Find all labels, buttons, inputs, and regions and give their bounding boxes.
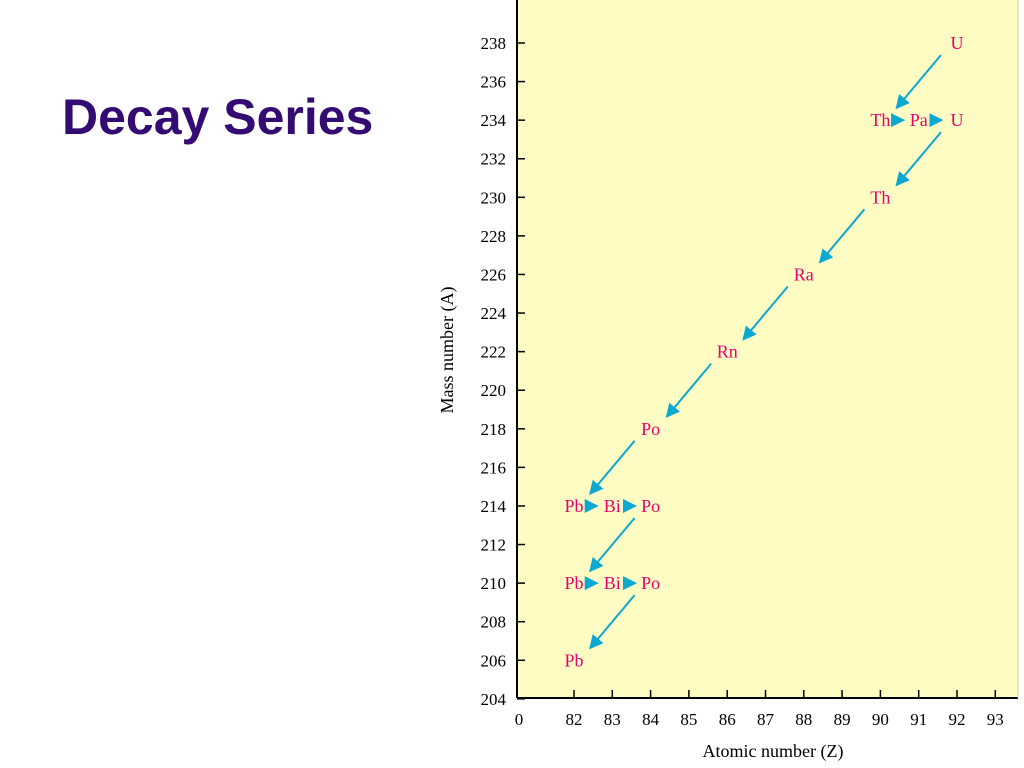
nuclide-label: Ra — [794, 264, 814, 284]
nuclide-label: Po — [641, 419, 660, 439]
alpha-decay-arrow — [589, 440, 636, 496]
nuclide-label: U — [951, 110, 964, 130]
y-tick-label: 220 — [481, 381, 507, 400]
x-tick-label: 92 — [949, 710, 966, 729]
x-tick-label: 83 — [604, 710, 621, 729]
x-tick-label: 88 — [795, 710, 812, 729]
nuclide-label: Bi — [604, 496, 621, 516]
y-tick-label: 232 — [481, 150, 507, 169]
y-tick-label: 234 — [481, 111, 507, 130]
y-tick-label: 228 — [481, 227, 507, 246]
y-tick-label: 222 — [481, 343, 507, 362]
alpha-decay-arrow — [895, 54, 942, 110]
nuclide-label: Th — [870, 110, 890, 130]
x-tick-label: 90 — [872, 710, 889, 729]
y-tick-label: 224 — [481, 304, 507, 323]
x-tick-label: 84 — [642, 710, 660, 729]
alpha-decay-arrow — [895, 131, 942, 187]
x-tick-label: 85 — [680, 710, 697, 729]
y-tick-label: 226 — [481, 265, 507, 284]
y-tick-label: 238 — [481, 34, 507, 53]
x-axis-ticks: 0 82 83 84 85 86 87 88 89 90 91 92 93 — [515, 690, 1004, 729]
alpha-decay-arrow — [742, 285, 789, 341]
nuclide-labels: U Th Pa U Th Ra Rn Po Pb Bi Po Pb Bi Po Pb — [564, 33, 963, 670]
x-tick-label: 87 — [757, 710, 775, 729]
x-tick-label: 82 — [566, 710, 583, 729]
nuclide-label: Po — [641, 496, 660, 516]
alpha-decay-arrow — [589, 594, 636, 650]
nuclide-label: U — [951, 33, 964, 53]
plot-background — [517, 0, 1018, 698]
x-tick-label: 86 — [719, 710, 736, 729]
alpha-decay-arrow — [589, 517, 636, 573]
y-axis-label: Mass number (A) — [437, 287, 458, 414]
x-tick-label: 89 — [834, 710, 851, 729]
alpha-decay-arrow — [818, 208, 866, 264]
y-tick-label: 218 — [481, 420, 507, 439]
x-axis-label: Atomic number (Z) — [703, 741, 844, 762]
nuclide-label: Pb — [564, 496, 583, 516]
y-tick-label: 236 — [481, 73, 507, 92]
nuclide-label: Pb — [564, 650, 583, 670]
alpha-decay-arrow — [665, 362, 712, 418]
y-tick-label: 216 — [481, 458, 507, 477]
x-tick-label: 91 — [910, 710, 927, 729]
y-tick-label: 210 — [481, 574, 507, 593]
nuclide-label: Rn — [717, 342, 738, 362]
y-axis-ticks: 204 206 208 210 212 214 216 218 220 222 224 226 228 2… — [481, 34, 525, 709]
y-tick-label: 204 — [481, 690, 507, 709]
nuclide-label: Bi — [604, 573, 621, 593]
axes — [516, 0, 1019, 699]
slide-title: Decay Series — [62, 89, 374, 145]
y-tick-label: 212 — [481, 536, 507, 555]
y-tick-label: 230 — [481, 188, 507, 207]
x-tick-label: 0 — [515, 710, 524, 729]
nuclide-label: Pa — [910, 110, 928, 130]
y-tick-label: 206 — [481, 651, 507, 670]
nuclide-label: Th — [870, 187, 890, 207]
y-tick-label: 208 — [481, 613, 507, 632]
x-tick-label: 93 — [987, 710, 1004, 729]
nuclide-label: Pb — [564, 573, 583, 593]
decay-arrows — [584, 54, 944, 650]
y-tick-label: 214 — [481, 497, 507, 516]
nuclide-label: Po — [641, 573, 660, 593]
